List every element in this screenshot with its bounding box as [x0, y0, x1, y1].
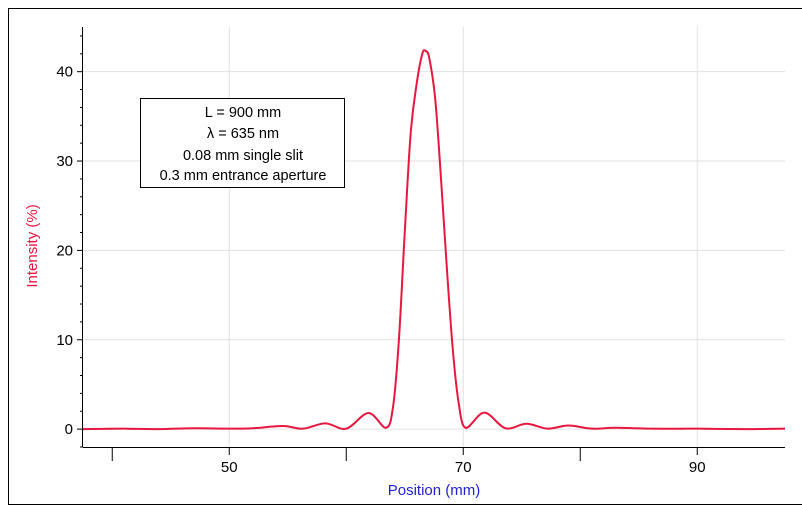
- y-tick-label: 30: [56, 153, 73, 170]
- annotation-line-slit: 0.08 mm single slit: [183, 148, 303, 164]
- y-axis-label: Intensity (%): [24, 204, 41, 287]
- y-tick-label: 40: [56, 64, 73, 81]
- plot-area: 50 70 90 0 10 20 30 40: [56, 27, 786, 476]
- annotation-line-length: L = 900 mm: [205, 105, 281, 121]
- y-tick-label: 10: [56, 332, 73, 349]
- annotation-frame: [140, 98, 345, 188]
- x-tick-label: 90: [689, 459, 706, 476]
- series-line-0: [82, 49, 786, 431]
- y-tick-label: 0: [65, 421, 73, 438]
- x-tick-label: 50: [221, 459, 238, 476]
- x-axis-label: Position (mm): [388, 482, 481, 499]
- annotation-line-aperture: 0.3 mm entrance aperture: [160, 168, 327, 184]
- annotation-box: L = 900 mm λ = 635 nm 0.08 mm single sli…: [140, 98, 345, 188]
- x-tick-label: 70: [455, 459, 472, 476]
- y-tick-label: 20: [56, 242, 73, 259]
- annotation-line-wavelength: λ = 635 nm: [207, 126, 279, 142]
- figure-border: [8, 8, 802, 505]
